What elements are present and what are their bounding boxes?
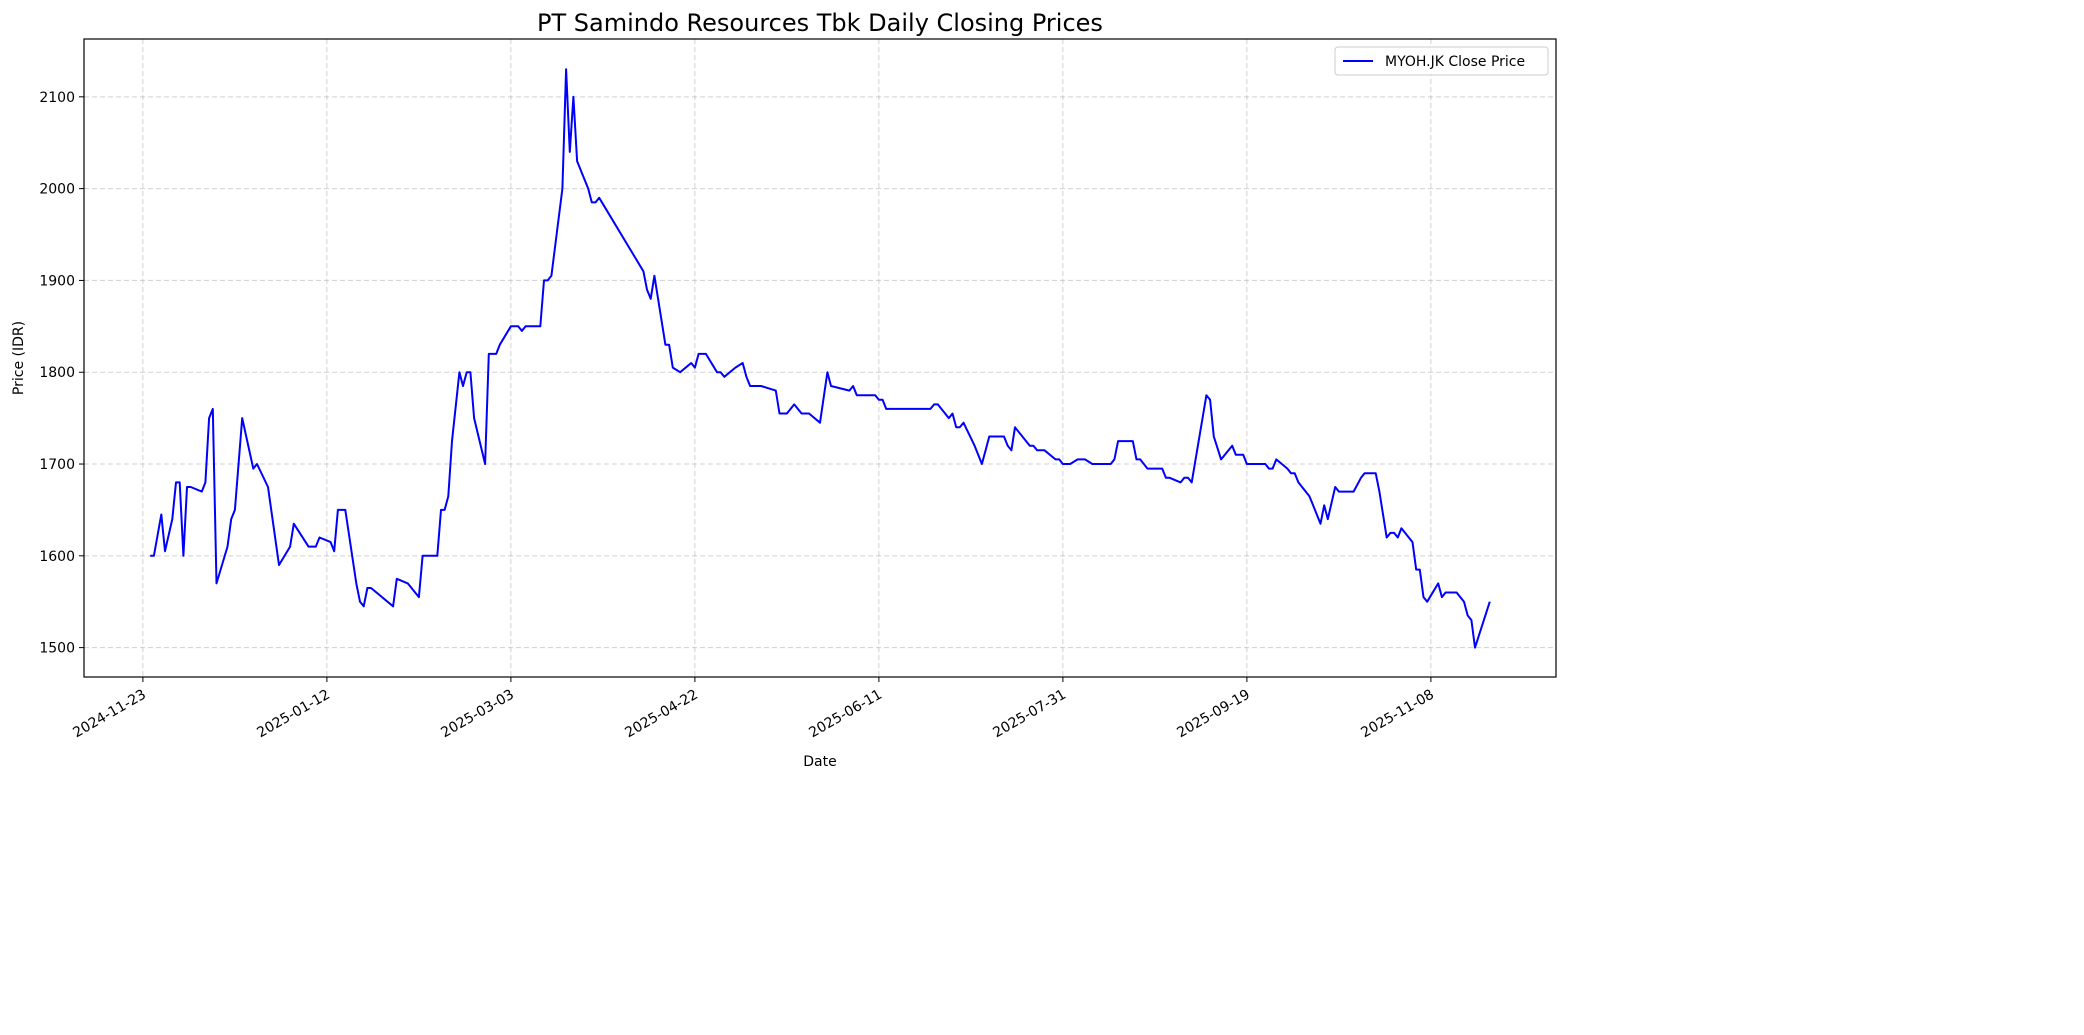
y-tick-label: 1800 bbox=[39, 365, 75, 381]
y-tick-label: 1700 bbox=[39, 457, 75, 473]
y-tick-label: 1600 bbox=[39, 549, 75, 565]
y-tick-label: 1900 bbox=[39, 273, 75, 289]
grid-lines bbox=[84, 39, 1556, 677]
legend: MYOH.JK Close Price bbox=[1334, 46, 1549, 76]
chart-title: PT Samindo Resources Tbk Daily Closing P… bbox=[537, 9, 1103, 37]
y-axis-label: Price (IDR) bbox=[11, 321, 27, 395]
y-tick-label: 2000 bbox=[39, 182, 75, 198]
series-layer bbox=[150, 68, 1491, 649]
y-tick-label: 1500 bbox=[39, 641, 75, 657]
y-axis-ticks: 1500 1600 1700 1800 1900 2000 2100 bbox=[39, 90, 84, 657]
y-tick-label: 2100 bbox=[39, 90, 75, 106]
x-axis-label: Date bbox=[803, 754, 836, 770]
legend-frame bbox=[1334, 46, 1549, 76]
plot-frame bbox=[83, 38, 1557, 678]
legend-label: MYOH.JK Close Price bbox=[1385, 54, 1525, 70]
